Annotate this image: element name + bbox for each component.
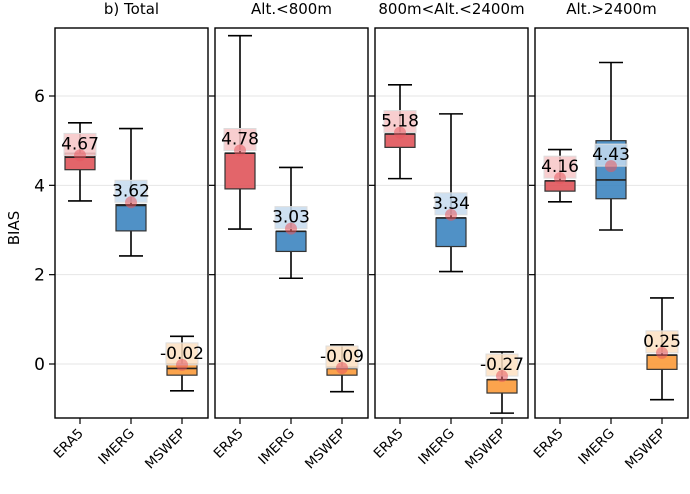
panel-4: Alt.>2400m 4.16 ERA5 4.43 IMERG 0.25 MSWEP [529, 0, 689, 473]
box-imerg: 3.03 [272, 166, 310, 280]
panel-frame [214, 27, 369, 419]
mean-marker [74, 149, 86, 162]
mean-label: 4.67 [61, 134, 99, 154]
box-mswep: -0.27 [480, 351, 524, 414]
mean-label: 4.78 [221, 129, 259, 149]
mean-marker [336, 362, 348, 375]
panels: b) Total02464.67ERA53.62IMERG-0.02MSWEPA… [34, 0, 689, 473]
panel-title: b) Total [104, 0, 159, 18]
mean-label: 3.62 [112, 181, 150, 201]
x-tick-label: IMERG [255, 426, 297, 468]
x-tick-label: MSWEP [622, 426, 669, 473]
x-tick-label: IMERG [415, 426, 457, 468]
x-tick-label: ERA5 [531, 426, 567, 462]
mean-marker [554, 172, 566, 185]
panel-3: 800m<Alt.<2400m 5.18 ERA5 3.34 IMERG -0.27 MSW… [369, 0, 529, 473]
mean-label: 5.18 [381, 112, 419, 132]
iqr-box [435, 217, 467, 248]
mean-marker [496, 370, 508, 383]
mean-label: -0.27 [480, 355, 524, 375]
y-tick-label: 2 [34, 266, 45, 286]
mean-marker [394, 126, 406, 139]
x-tick-label: ERA5 [51, 426, 87, 462]
panel-frame [534, 27, 689, 419]
panel-frame [54, 27, 209, 419]
y-axis-label: BIAS [5, 211, 23, 246]
box-mswep: 0.25 [643, 297, 681, 401]
box-mswep: -0.09 [320, 343, 364, 393]
box-imerg: 4.43 [592, 61, 630, 231]
box-mswep: -0.02 [160, 335, 204, 392]
box-imerg: 3.34 [432, 113, 470, 273]
x-tick-label: MSWEP [302, 426, 349, 473]
mean-marker [176, 358, 188, 371]
x-tick-label: MSWEP [142, 426, 189, 473]
mean-label: 0.25 [643, 332, 681, 352]
mean-label: 4.16 [541, 157, 579, 177]
y-tick-label: 6 [34, 87, 45, 107]
mean-marker [285, 222, 297, 235]
box-era5: 4.16 [541, 148, 579, 203]
x-tick-label: ERA5 [371, 426, 407, 462]
mean-marker [656, 346, 668, 359]
mean-label: -0.09 [320, 347, 364, 367]
panel-title: 800m<Alt.<2400m [378, 0, 524, 18]
panel-title: Alt.>2400m [566, 0, 656, 18]
mean-label: 3.03 [272, 208, 310, 228]
y-tick-label: 0 [34, 355, 45, 375]
iqr-box [115, 203, 147, 232]
box-imerg: 3.62 [112, 127, 150, 257]
panel-1: b) Total 0 2 4 6 4.67 ERA5 3.62 IMERG -0.02 MSWEP [34, 0, 209, 473]
panel-frame [374, 27, 529, 419]
x-tick-label: IMERG [575, 426, 617, 468]
mean-label: 4.43 [592, 145, 630, 165]
mean-marker [605, 160, 617, 173]
box-era5: 5.18 [381, 84, 419, 180]
x-tick-label: IMERG [95, 426, 137, 468]
panel-title: Alt.<800m [251, 0, 332, 18]
x-tick-label: MSWEP [462, 426, 509, 473]
iqr-box [224, 152, 256, 190]
mean-marker [234, 144, 246, 157]
mean-label: -0.02 [160, 344, 204, 364]
mean-label: 3.34 [432, 194, 470, 214]
y-tick-label: 4 [34, 176, 45, 196]
mean-marker [445, 208, 457, 221]
mean-marker [125, 196, 137, 209]
panel-2: Alt.<800m 4.78 ERA5 3.03 IMERG -0.09 MSWEP [209, 0, 369, 473]
box-era5: 4.78 [221, 34, 259, 230]
x-tick-label: ERA5 [211, 426, 247, 462]
box-era5: 4.67 [61, 122, 99, 202]
